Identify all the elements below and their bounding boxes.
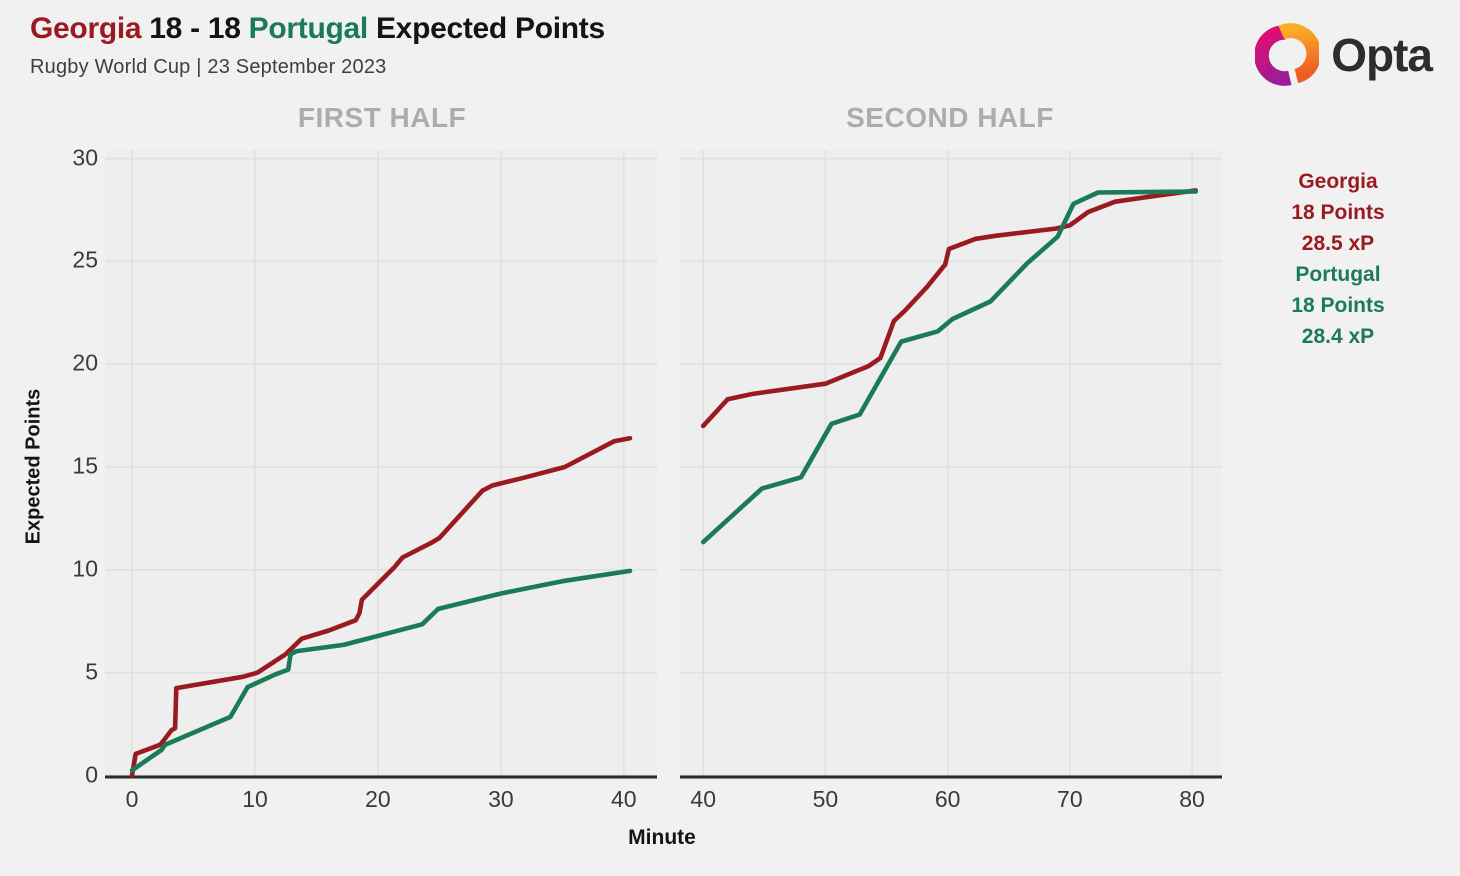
y-tick-label: 30 (72, 143, 98, 170)
legend-georgia-points: 18 Points (1291, 201, 1385, 224)
legend-portugal-points: 18 Points (1291, 294, 1385, 317)
x-axis-title: Minute (628, 826, 696, 849)
legend-portugal-xp: 28.4 xP (1301, 325, 1375, 348)
x-tick-label: 80 (1179, 786, 1205, 812)
title-suffix: Expected Points (375, 12, 605, 45)
title-team-b: Portugal (248, 12, 369, 45)
georgia-xp-line (129, 435, 633, 778)
second-half-header: SECOND HALF (846, 102, 1054, 133)
opta-logo-icon (1255, 23, 1320, 86)
portugal-xp-line (129, 568, 633, 773)
title-team-a: Georgia (30, 12, 142, 45)
x-tick-label: 40 (690, 786, 717, 812)
x-tick-label: 20 (365, 786, 391, 812)
legend-georgia-name: Georgia (1298, 170, 1378, 193)
x-tick-label: 60 (934, 786, 961, 812)
plot-background (680, 150, 1222, 778)
brand-name: Opta (1331, 29, 1433, 81)
brand-lockup: Opta (1255, 22, 1433, 88)
first-half-chart (105, 150, 657, 779)
y-tick-label: 25 (72, 246, 98, 273)
second-half-chart (680, 150, 1222, 779)
portugal-xp-line (700, 189, 1199, 545)
legend: Georgia 18 Points 28.5 xP Portugal 18 Po… (1238, 166, 1438, 352)
page-subtitle: Rugby World Cup | 23 September 2023 (30, 56, 387, 78)
y-tick-label: 5 (85, 658, 98, 685)
x-tick-label: 70 (1057, 786, 1083, 812)
georgia-xp-line (700, 188, 1199, 429)
x-tick-label: 40 (611, 786, 637, 812)
y-tick-label: 10 (72, 555, 98, 582)
legend-georgia-xp: 28.5 xP (1301, 232, 1375, 255)
first-half-header: FIRST HALF (297, 102, 467, 133)
page-title: Georgia 18 - 18 Portugal Expected Points (30, 12, 605, 46)
x-tick-label: 30 (488, 786, 514, 812)
y-tick-label: 20 (72, 349, 98, 376)
legend-portugal-name: Portugal (1295, 263, 1381, 286)
y-tick-label: 0 (85, 760, 98, 787)
title-score: 18 - 18 (141, 12, 249, 45)
x-tick-label: 50 (812, 786, 839, 812)
x-tick-label: 10 (242, 786, 268, 812)
y-tick-label: 15 (72, 452, 98, 479)
x-tick-label: 0 (125, 786, 139, 812)
